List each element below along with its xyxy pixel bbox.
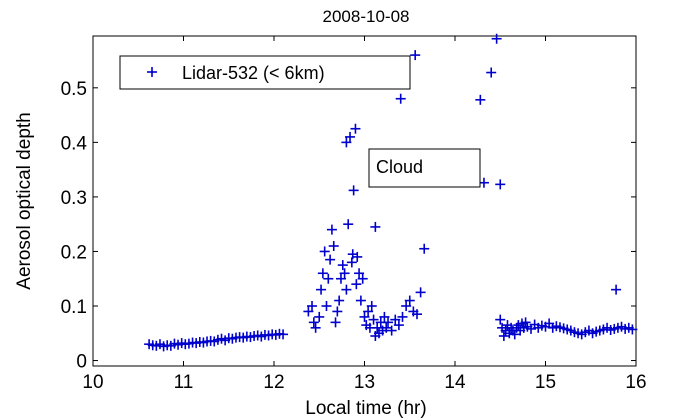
data-point bbox=[397, 311, 408, 322]
data-point bbox=[354, 268, 365, 279]
x-axis: 10 11 12 13 14 15 16 bbox=[82, 36, 647, 393]
annotation-box bbox=[368, 148, 481, 188]
data-point bbox=[335, 273, 346, 284]
legend-label: Lidar-532 (< 6km) bbox=[182, 63, 325, 83]
data-point bbox=[348, 185, 359, 196]
data-point bbox=[372, 322, 383, 333]
legend-marker-plus bbox=[147, 67, 157, 77]
data-point bbox=[345, 131, 356, 142]
data-point bbox=[310, 322, 321, 333]
data-point bbox=[323, 273, 334, 284]
data-point bbox=[611, 284, 622, 295]
data-point bbox=[386, 325, 397, 336]
legend: Lidar-532 (< 6km) bbox=[119, 55, 411, 90]
data-point bbox=[355, 295, 366, 306]
data-point bbox=[328, 241, 339, 251]
data-point bbox=[395, 93, 406, 104]
data-point bbox=[415, 287, 426, 298]
x-axis-label: Local time (hr) bbox=[305, 398, 426, 419]
annotation-text: Cloud bbox=[376, 157, 423, 177]
data-point bbox=[410, 50, 421, 61]
data-point bbox=[498, 331, 509, 341]
data-point bbox=[495, 314, 506, 325]
data-point bbox=[316, 284, 327, 295]
data-point bbox=[627, 324, 638, 335]
data-point bbox=[321, 301, 332, 311]
data-point bbox=[393, 320, 404, 331]
data-point bbox=[475, 94, 486, 105]
data-points bbox=[144, 33, 638, 352]
legend-marker bbox=[147, 67, 157, 77]
data-point bbox=[330, 317, 341, 328]
data-point bbox=[334, 295, 345, 306]
data-point bbox=[343, 219, 354, 230]
x-tick-label: 14 bbox=[444, 372, 466, 393]
y-tick-label: 0.1 bbox=[61, 297, 87, 318]
data-point bbox=[383, 317, 394, 328]
y-tick-label: 0 bbox=[76, 352, 87, 373]
data-point bbox=[381, 322, 392, 333]
y-tick-label: 0.3 bbox=[61, 188, 87, 209]
data-point bbox=[346, 257, 357, 268]
data-point bbox=[337, 260, 348, 271]
data-point bbox=[491, 33, 502, 44]
y-axis-label: Aerosol optical depth bbox=[14, 112, 35, 289]
chart-title: 2008-10-08 bbox=[323, 7, 410, 26]
data-point bbox=[350, 123, 361, 134]
x-tick-label: 10 bbox=[82, 372, 103, 393]
x-tick-label: 13 bbox=[354, 372, 375, 393]
data-point bbox=[303, 306, 314, 317]
data-point bbox=[486, 67, 497, 78]
data-point bbox=[317, 268, 328, 279]
data-point bbox=[520, 317, 531, 328]
data-point bbox=[419, 243, 430, 254]
data-point bbox=[352, 251, 363, 262]
x-tick-label: 15 bbox=[535, 372, 556, 393]
data-point bbox=[368, 314, 379, 325]
cloud-annotation: Cloud bbox=[368, 148, 481, 188]
data-point bbox=[379, 311, 390, 322]
data-point bbox=[366, 301, 377, 311]
data-point bbox=[351, 279, 362, 290]
data-point bbox=[308, 317, 319, 328]
data-point bbox=[314, 311, 325, 322]
y-tick-label: 0.5 bbox=[61, 79, 87, 100]
data-point bbox=[359, 311, 370, 322]
x-tick-label: 12 bbox=[263, 372, 284, 393]
data-point bbox=[495, 179, 506, 190]
data-point bbox=[390, 314, 401, 325]
data-point bbox=[478, 177, 489, 188]
data-point bbox=[370, 221, 381, 232]
data-point bbox=[357, 273, 368, 284]
data-point bbox=[363, 306, 374, 317]
y-axis: 0 0.1 0.2 0.3 0.4 0.5 bbox=[61, 79, 636, 373]
x-tick-label: 16 bbox=[625, 372, 646, 393]
data-point bbox=[404, 295, 415, 306]
data-point bbox=[341, 284, 352, 295]
data-point bbox=[401, 301, 412, 311]
data-point bbox=[319, 246, 330, 257]
data-point bbox=[332, 306, 343, 317]
x-tick-label: 11 bbox=[174, 372, 194, 393]
data-point bbox=[326, 224, 337, 235]
data-point bbox=[341, 137, 352, 148]
data-point bbox=[325, 254, 336, 265]
data-point bbox=[278, 329, 289, 340]
data-point bbox=[339, 268, 350, 279]
data-point bbox=[509, 329, 520, 340]
data-point bbox=[411, 309, 422, 320]
legend-box bbox=[119, 55, 411, 90]
y-tick-label: 0.2 bbox=[61, 242, 87, 263]
y-tick-label: 0.4 bbox=[61, 133, 88, 154]
data-point bbox=[307, 301, 318, 311]
